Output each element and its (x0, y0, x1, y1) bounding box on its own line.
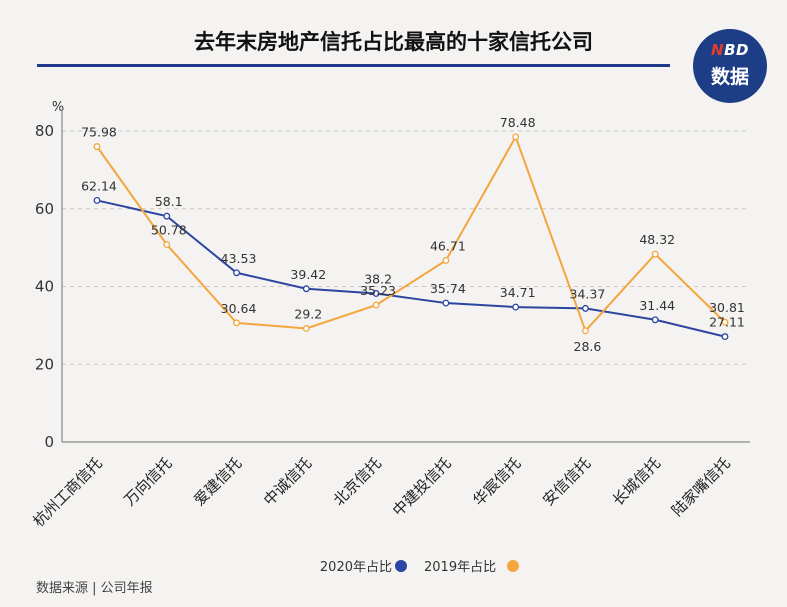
data-source: 数据来源 | 公司年报 (36, 581, 153, 596)
y-tick-label: 20 (35, 355, 54, 373)
x-tick-label: 陆家嘴信托 (668, 454, 734, 520)
y-tick-label: 60 (35, 200, 54, 218)
logo-accent: N (711, 41, 725, 59)
point-2020 (372, 290, 380, 297)
data-label-2020: 27.11 (709, 315, 745, 330)
x-tick-label: 安信信托 (539, 454, 594, 509)
point-2019 (581, 327, 589, 335)
legend-label-2019: 2019年占比 (424, 560, 496, 575)
y-tick-label: 0 (44, 433, 54, 451)
data-label-2020: 34.71 (500, 285, 536, 300)
point-2020 (302, 285, 310, 293)
y-axis-unit: % (52, 100, 64, 115)
x-tick-label: 中诚信托 (260, 454, 315, 509)
data-label-2019: 28.6 (574, 339, 602, 354)
logo-line-2: 数据 (710, 66, 749, 88)
x-tick-label: 长城信托 (609, 454, 664, 509)
data-label-2019: 75.98 (81, 125, 117, 140)
legend-marker-2020 (395, 560, 407, 572)
legend-marker-2019 (507, 560, 519, 572)
point-2020 (233, 269, 241, 277)
data-label-2019: 29.2 (294, 306, 322, 321)
point-2019 (302, 325, 310, 332)
point-2020 (442, 299, 450, 307)
point-2019 (372, 301, 380, 309)
data-label-2019: 50.78 (151, 223, 187, 238)
point-2019 (442, 256, 450, 264)
x-tick-label: 中建投信托 (389, 454, 455, 520)
series-line-2020 (96, 199, 726, 338)
point-2019 (93, 143, 101, 151)
data-label-2020: 34.37 (570, 286, 606, 301)
data-label-2020: 39.42 (290, 267, 326, 282)
point-2019 (721, 318, 729, 326)
x-tick-label: 北京信托 (330, 454, 385, 509)
logo-line-1: NBD (693, 41, 767, 59)
point-2020 (721, 333, 729, 341)
x-tick-label: 华宸信托 (469, 454, 524, 509)
legend-label-2020: 2020年占比 (320, 560, 392, 575)
data-label-2019: 30.64 (221, 301, 257, 316)
point-2020 (651, 316, 659, 324)
data-label-2019: 48.32 (639, 232, 675, 247)
data-label-2020: 38.2 (364, 271, 392, 286)
point-2020 (512, 303, 520, 311)
x-tick-label: 万向信托 (120, 454, 175, 509)
data-label-2020: 62.14 (81, 178, 117, 193)
y-tick-label: 40 (35, 278, 54, 296)
chart-title: 去年末房地产信托占比最高的十家信托公司 (194, 30, 593, 54)
data-label-2020: 43.53 (221, 251, 257, 266)
point-2019 (233, 319, 241, 327)
data-label-2019: 78.48 (500, 115, 536, 130)
point-2019 (651, 250, 659, 258)
x-tick-label: 爱建信托 (190, 454, 245, 509)
title-underline (37, 64, 670, 67)
data-label-2020: 31.44 (639, 298, 675, 313)
data-label-2019: 30.81 (709, 300, 745, 315)
point-2019 (512, 133, 520, 141)
data-label-2020: 58.1 (155, 194, 183, 209)
y-tick-label: 80 (35, 122, 54, 140)
point-2020 (93, 196, 101, 204)
data-label-2020: 35.74 (430, 281, 466, 296)
data-label-2019: 35.23 (360, 283, 396, 298)
data-label-2019: 46.71 (430, 238, 466, 253)
point-2020 (581, 304, 589, 312)
logo-text: BD (724, 41, 749, 59)
point-2020 (163, 212, 171, 220)
nbd-logo: NBD 数据 (693, 29, 767, 103)
series-line-2019 (96, 134, 726, 333)
point-2019 (163, 241, 171, 249)
x-tick-label: 杭州工商信托 (29, 454, 105, 530)
